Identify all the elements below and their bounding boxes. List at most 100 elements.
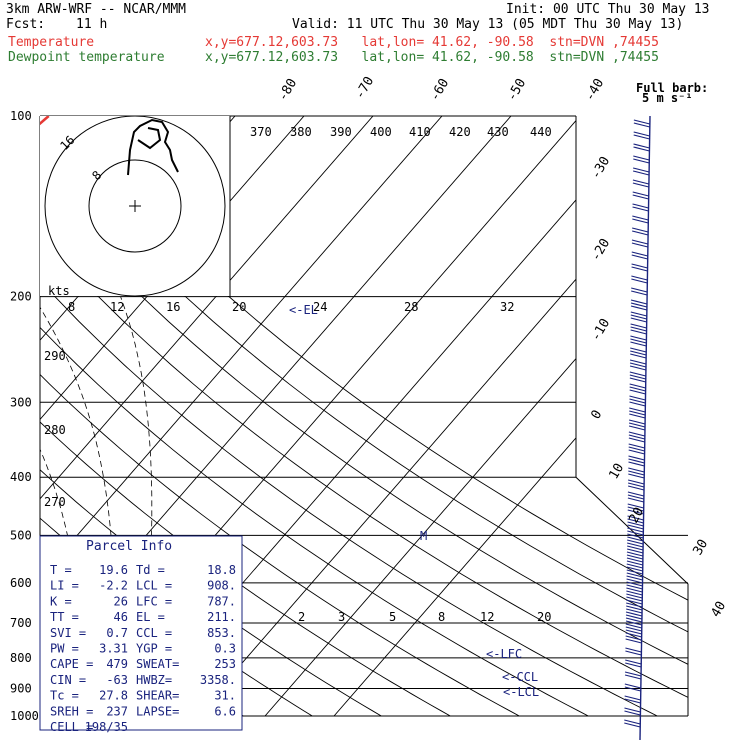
wind-barb — [625, 635, 642, 641]
wind-barb — [630, 311, 647, 317]
wind-barb — [626, 569, 643, 575]
parcel-info-key: LCL = — [136, 579, 172, 593]
mixing-ratio-label: 8 — [438, 610, 445, 624]
wind-barb — [626, 575, 643, 581]
pressure-label: 1000 — [10, 709, 39, 723]
wind-barb — [632, 167, 650, 173]
wind-barb — [628, 422, 646, 428]
isotherm-line — [333, 116, 688, 716]
forecast-hours: 11 h — [76, 17, 108, 32]
wind-barb — [630, 341, 647, 347]
wind-barb — [632, 227, 649, 233]
init-time: Init: 00 UTC Thu 30 May 13 — [506, 2, 710, 17]
parcel-info-value: 479 — [106, 657, 128, 671]
wind-barb — [628, 467, 645, 473]
wind-barb — [628, 443, 645, 449]
dry-adiabat-line — [40, 116, 688, 716]
forecast-label: Fcst: — [6, 17, 46, 32]
wind-barb — [629, 398, 646, 404]
wind-barb — [627, 536, 644, 542]
wind-barb — [628, 431, 646, 437]
isotherm-label: -50 — [504, 76, 529, 104]
dry-adiabat-line — [40, 116, 520, 716]
wind-barb — [629, 371, 646, 377]
wind-barb — [625, 626, 642, 632]
temperature-point-info: x,y=677.12,603.73 lat,lon= 41.62, -90.58… — [205, 35, 659, 50]
wind-barb — [627, 482, 645, 488]
wind-barb — [629, 389, 646, 395]
pressure-label: 300 — [10, 395, 32, 409]
parcel-info-key: HWBZ= — [136, 673, 172, 687]
wind-barb — [631, 251, 648, 257]
wind-barb — [629, 383, 646, 389]
parcel-info-value: 908. — [207, 579, 236, 593]
right-boundary — [575, 116, 689, 716]
hodo-trace — [127, 118, 179, 176]
wind-barb — [626, 593, 643, 599]
parcel-info-value: -63 — [106, 673, 128, 687]
wind-barb — [632, 182, 650, 188]
wind-barb — [624, 707, 641, 713]
wind-barb — [629, 395, 646, 401]
mixing-ratio-label: 20 — [537, 610, 551, 624]
wind-barb — [631, 242, 649, 248]
wind-barb — [627, 530, 644, 536]
parcel-info-value: 31. — [214, 689, 236, 703]
dry-adiabat-line — [40, 116, 688, 716]
wind-barb — [630, 353, 647, 359]
wind-barb — [633, 122, 651, 128]
pressure-label: 800 — [10, 651, 32, 665]
theta-e-label: 410 — [409, 125, 431, 139]
pressure-label: 900 — [10, 682, 32, 696]
adiabat-label: 280 — [44, 423, 66, 437]
parcel-info-panel — [39, 535, 243, 731]
parcel-info-key: PW = — [50, 642, 79, 656]
wind-barb — [627, 479, 645, 485]
wind-barb — [626, 557, 644, 563]
wind-barb — [630, 317, 647, 323]
parcel-info-key: YGP = — [136, 642, 172, 656]
hodo-loop — [137, 127, 162, 150]
isotherm-label: 30 — [690, 537, 711, 558]
wind-barb — [627, 503, 644, 509]
pressure-label: 400 — [10, 470, 32, 484]
el-marker: <-EL — [289, 303, 318, 317]
wind-barb — [632, 170, 650, 176]
pressure-labels: 100 200 300 400 500 600 700 800 900 1000 — [10, 109, 39, 723]
full-barb-unit: 5 m s⁻¹ — [642, 91, 693, 105]
parcel-info-key: LI = — [50, 579, 79, 593]
hodo-ring-inner — [88, 159, 182, 253]
parcel-info-key: K = — [50, 594, 72, 608]
wind-barb — [628, 446, 645, 452]
parcel-info-key: CCL = — [136, 626, 172, 640]
mixing-ratio-label: 5 — [389, 610, 396, 624]
parcel-info-key: Td = — [136, 563, 165, 577]
isotherm-label: -60 — [427, 76, 452, 104]
wind-barb — [633, 146, 650, 152]
parcel-info-key: SREH = — [50, 704, 93, 718]
dry-adiabat-line — [40, 116, 589, 716]
temperature-legend: Temperature — [8, 35, 95, 50]
wind-barb — [626, 590, 643, 596]
wind-barb — [632, 179, 650, 185]
parcel-info-value: 6.6 — [214, 704, 236, 718]
parcel-info-value: 787. — [207, 594, 236, 608]
parcel-info-value: 26 — [114, 594, 128, 608]
wind-barb — [633, 131, 650, 137]
parcel-info-value: 3.31 — [99, 642, 128, 656]
wind-barb — [624, 671, 642, 677]
parcel-info-value: 19.6 — [99, 563, 128, 577]
parcel-info-value: 0.3 — [214, 642, 236, 656]
parcel-info-rows: T = 19.6 Td = 18.8 LI = -2.2 LCL = 908. K = 26 LFC… — [50, 563, 236, 734]
wind-barb — [626, 599, 643, 605]
wind-barb — [630, 335, 647, 341]
wind-barb — [627, 491, 645, 497]
wind-barb — [627, 539, 644, 545]
wind-barb — [631, 239, 649, 245]
wind-barb — [627, 548, 644, 554]
wind-barb — [626, 554, 644, 560]
wind-barb — [633, 134, 650, 140]
isotherm-label: -80 — [275, 76, 300, 104]
wind-barb — [625, 650, 642, 656]
wind-barbs — [624, 115, 651, 740]
